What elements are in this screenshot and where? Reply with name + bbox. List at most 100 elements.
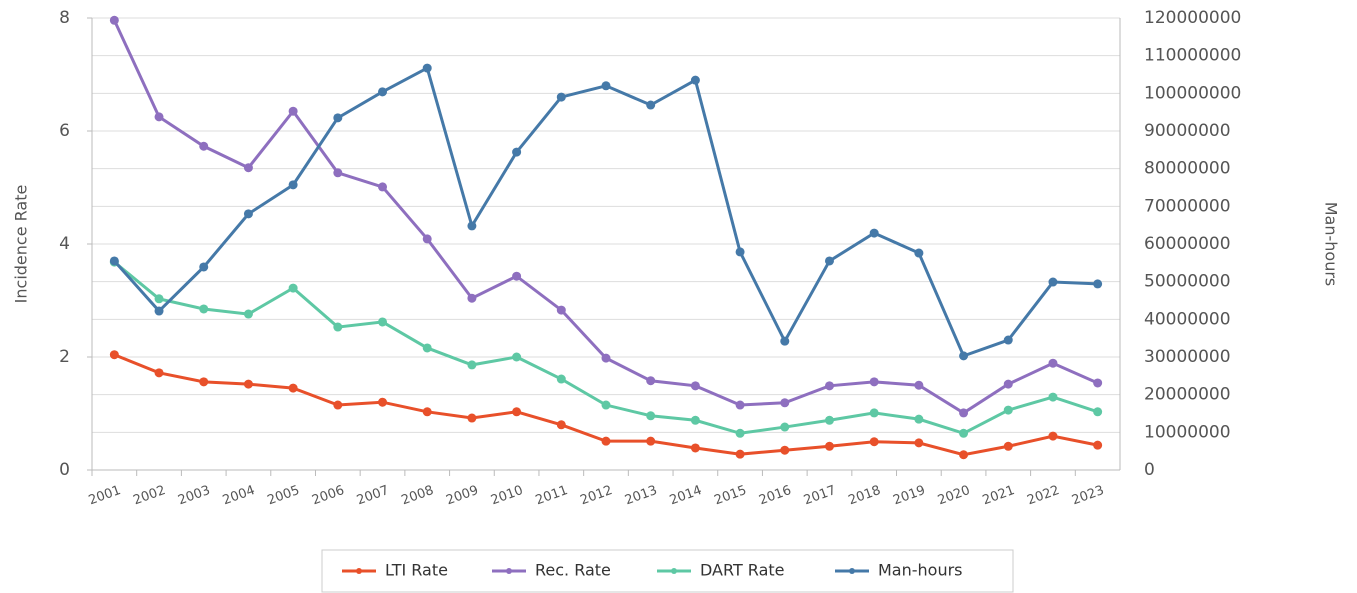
x-tick-label: 2007 [355, 483, 391, 508]
data-point [869, 377, 879, 387]
data-point [869, 408, 879, 418]
x-tick-label: 2018 [847, 483, 883, 508]
y-tick-label: 4 [59, 234, 70, 254]
data-point [824, 381, 834, 391]
y-tick-label: 8 [59, 8, 70, 28]
y2-tick-label: 50000000 [1144, 272, 1231, 292]
data-point [1048, 277, 1058, 287]
data-point [154, 294, 164, 304]
data-point [422, 407, 432, 417]
y2-tick-label: 40000000 [1144, 309, 1231, 329]
data-point [378, 87, 388, 97]
data-point [378, 317, 388, 327]
data-point [690, 415, 700, 425]
data-point [556, 92, 566, 102]
y2-axis-label: Man-hours [1322, 202, 1341, 287]
data-point [288, 383, 298, 393]
data-point [467, 413, 477, 423]
data-point [1093, 378, 1103, 388]
x-tick-label: 2011 [534, 483, 570, 508]
data-point [154, 112, 164, 122]
data-point [959, 408, 969, 418]
y2-tick-label: 110000000 [1144, 46, 1241, 66]
x-tick-label: 2022 [1025, 483, 1061, 508]
legend-label: LTI Rate [385, 561, 448, 580]
data-point [109, 256, 119, 266]
legend-swatch-dot [671, 568, 677, 574]
data-point [288, 180, 298, 190]
data-point [333, 168, 343, 178]
x-tick-label: 2015 [712, 483, 748, 508]
data-point [1003, 379, 1013, 389]
data-point [1003, 441, 1013, 451]
x-tick-label: 2012 [578, 483, 614, 508]
data-point [690, 75, 700, 85]
legend-label: DART Rate [700, 561, 784, 580]
x-tick-label: 2001 [87, 483, 123, 508]
data-point [914, 380, 924, 390]
y2-tick-label: 60000000 [1144, 234, 1231, 254]
data-point [288, 283, 298, 293]
data-point [378, 182, 388, 192]
data-point [690, 443, 700, 453]
data-point [1093, 407, 1103, 417]
data-point [512, 271, 522, 281]
y2-tick-label: 10000000 [1144, 422, 1231, 442]
data-point [780, 336, 790, 346]
x-tick-label: 2014 [668, 483, 704, 508]
data-point [199, 262, 209, 272]
data-point [422, 63, 432, 73]
legend-swatch-dot [849, 568, 855, 574]
x-tick-label: 2010 [489, 483, 525, 508]
data-point [1003, 405, 1013, 415]
data-point [333, 322, 343, 332]
y2-tick-label: 120000000 [1144, 8, 1241, 28]
data-point [735, 400, 745, 410]
data-point [1048, 358, 1058, 368]
data-point [959, 428, 969, 438]
y2-tick-label: 20000000 [1144, 385, 1231, 405]
x-tick-label: 2021 [981, 483, 1017, 508]
legend-label: Man-hours [878, 561, 963, 580]
x-tick-label: 2016 [757, 483, 793, 508]
x-tick-label: 2023 [1070, 483, 1106, 508]
data-point [601, 400, 611, 410]
data-point [422, 343, 432, 353]
data-point [199, 141, 209, 151]
y2-tick-label: 0 [1144, 460, 1155, 480]
data-point [914, 248, 924, 258]
data-point [646, 100, 656, 110]
data-point [333, 113, 343, 123]
data-point [243, 209, 253, 219]
data-point [959, 351, 969, 361]
data-point [601, 81, 611, 91]
data-point [512, 147, 522, 157]
data-point [1003, 335, 1013, 345]
x-tick-label: 2003 [176, 483, 212, 508]
data-point [378, 397, 388, 407]
data-point [154, 368, 164, 378]
data-point [914, 438, 924, 448]
data-point [512, 352, 522, 362]
data-point [333, 400, 343, 410]
data-point [154, 306, 164, 316]
data-point [735, 428, 745, 438]
data-point [109, 350, 119, 360]
x-tick-label: 2004 [221, 483, 257, 508]
data-point [824, 441, 834, 451]
data-point [556, 374, 566, 384]
data-point [914, 414, 924, 424]
data-point [780, 445, 790, 455]
legend-swatch-dot [356, 568, 362, 574]
data-point [467, 293, 477, 303]
data-point [646, 376, 656, 386]
data-point [422, 234, 432, 244]
data-point [512, 407, 522, 417]
x-tick-label: 2019 [891, 483, 927, 508]
y2-tick-label: 100000000 [1144, 83, 1241, 103]
data-point [780, 398, 790, 408]
y2-tick-label: 30000000 [1144, 347, 1231, 367]
y2-tick-label: 90000000 [1144, 121, 1231, 141]
data-point [288, 106, 298, 116]
